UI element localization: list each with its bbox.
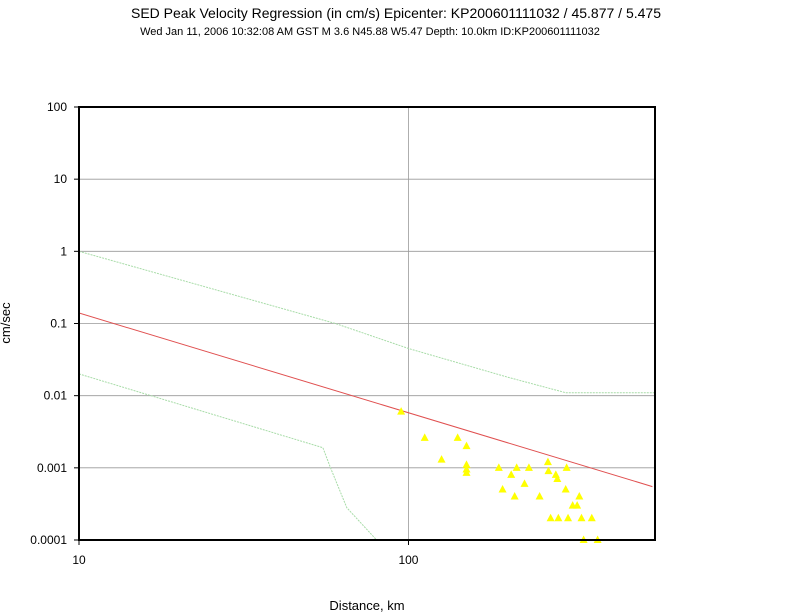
observation-point <box>561 485 570 493</box>
observation-point <box>510 492 519 500</box>
y-tick-label: 100 <box>47 100 67 114</box>
observation-point <box>462 468 471 476</box>
observation-point <box>462 460 471 468</box>
observation-point <box>544 466 553 475</box>
series-layer <box>79 250 655 540</box>
observation-point <box>397 407 406 415</box>
observation-point <box>577 513 586 522</box>
observation-point <box>562 463 571 471</box>
x-axis-label: Distance, km <box>329 598 404 612</box>
chart-title: SED Peak Velocity Regression (in cm/s) E… <box>131 5 661 21</box>
observation-point <box>453 433 462 441</box>
observation-point <box>494 463 503 471</box>
observation-point <box>524 463 533 471</box>
y-tick-label: 0.01 <box>44 389 68 403</box>
y-tick-label: 1 <box>60 244 67 258</box>
observation-point <box>535 492 544 500</box>
tick-layer: 0.0001 0.001 0.01 0.1 1 10 100 10 100 <box>30 100 419 567</box>
y-axis-label: cm/sec <box>0 302 13 344</box>
y-tick-label: 0.001 <box>37 461 67 475</box>
y-tick-label: 0.0001 <box>30 533 67 547</box>
y-tick-label: 10 <box>54 172 68 186</box>
observation-point <box>520 479 529 487</box>
observation-point <box>507 470 516 478</box>
regression-line-line <box>79 312 653 488</box>
marker-layer <box>397 407 602 543</box>
observation-point <box>437 455 446 463</box>
observation-point <box>554 513 563 522</box>
observation-point <box>587 513 596 522</box>
observation-point <box>553 474 562 483</box>
observation-point <box>462 441 471 450</box>
observation-point <box>420 433 429 441</box>
x-tick-label: 10 <box>72 553 86 567</box>
observation-point <box>498 485 507 493</box>
observation-point <box>543 457 552 466</box>
observation-point <box>573 501 582 509</box>
lower-bound-line <box>79 373 377 540</box>
observation-point <box>575 492 584 500</box>
chart-subtitle: Wed Jan 11, 2006 10:32:08 AM GST M 3.6 N… <box>140 26 600 38</box>
observation-point <box>512 463 521 471</box>
x-tick-label: 100 <box>398 553 418 567</box>
observation-point <box>546 513 555 522</box>
observation-point <box>564 513 573 522</box>
y-tick-label: 0.1 <box>50 317 67 331</box>
